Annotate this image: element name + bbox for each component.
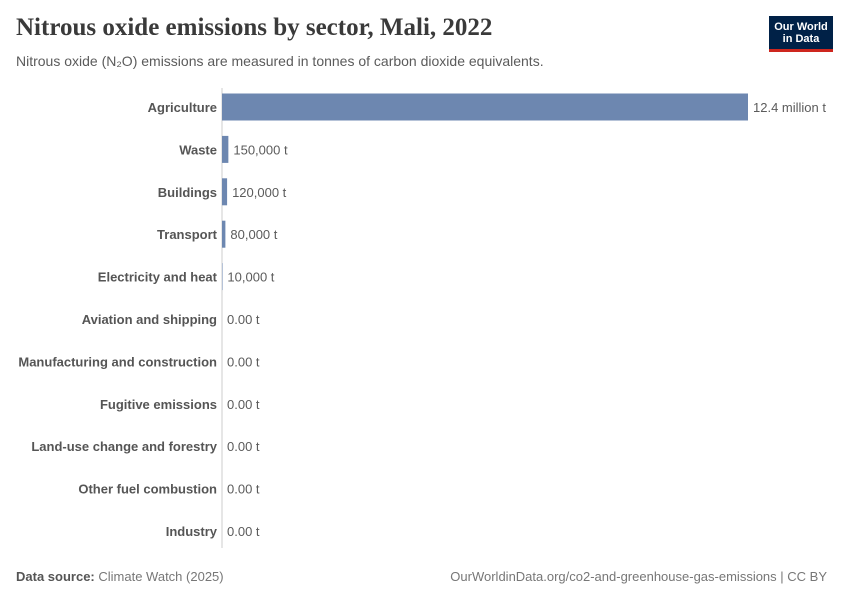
- category-label: Buildings: [158, 185, 217, 200]
- category-label: Fugitive emissions: [100, 397, 217, 412]
- category-label: Aviation and shipping: [82, 312, 217, 327]
- bar-chart: Agriculture 12.4 million t Waste 150,000 t B…: [18, 88, 826, 548]
- value-label: 0.00 t: [227, 397, 260, 412]
- value-label: 0.00 t: [227, 439, 260, 454]
- category-label: Other fuel combustion: [78, 482, 217, 497]
- bar[interactable]: [222, 178, 228, 206]
- value-label: 150,000 t: [233, 142, 288, 157]
- chart-subtitle: Nitrous oxide (N₂O) emissions are measur…: [16, 53, 544, 69]
- chart-title: Nitrous oxide emissions by sector, Mali,…: [16, 14, 493, 41]
- bar[interactable]: [222, 135, 229, 163]
- value-label: 0.00 t: [227, 482, 260, 497]
- value-label: 0.00 t: [227, 354, 260, 369]
- category-label: Industry: [166, 524, 218, 539]
- bars-group: Agriculture 12.4 million t Waste 150,000 t B…: [18, 93, 826, 539]
- category-label: Land-use change and forestry: [31, 439, 217, 454]
- value-label: 12.4 million t: [753, 100, 826, 115]
- bar[interactable]: [222, 93, 748, 121]
- owid-logo[interactable]: Our World in Data: [769, 16, 833, 52]
- data-source-label: Data source:: [16, 569, 95, 584]
- value-label: 10,000 t: [227, 270, 274, 285]
- data-source-link[interactable]: Climate Watch (2025): [98, 569, 224, 584]
- data-source: Data source: Climate Watch (2025): [16, 569, 224, 584]
- category-label: Manufacturing and construction: [18, 354, 217, 369]
- category-label: Waste: [179, 142, 217, 157]
- value-label: 80,000 t: [230, 227, 277, 242]
- category-label: Electricity and heat: [98, 270, 218, 285]
- category-label: Agriculture: [148, 100, 217, 115]
- bar[interactable]: [222, 263, 223, 291]
- category-label: Transport: [157, 227, 218, 242]
- value-label: 0.00 t: [227, 312, 260, 327]
- logo-line-2: in Data: [782, 32, 820, 45]
- value-label: 120,000 t: [232, 185, 287, 200]
- value-label: 0.00 t: [227, 524, 260, 539]
- logo-line-1: Our World: [774, 20, 828, 33]
- bar[interactable]: [222, 220, 226, 248]
- url-license[interactable]: OurWorldinData.org/co2-and-greenhouse-ga…: [450, 569, 827, 584]
